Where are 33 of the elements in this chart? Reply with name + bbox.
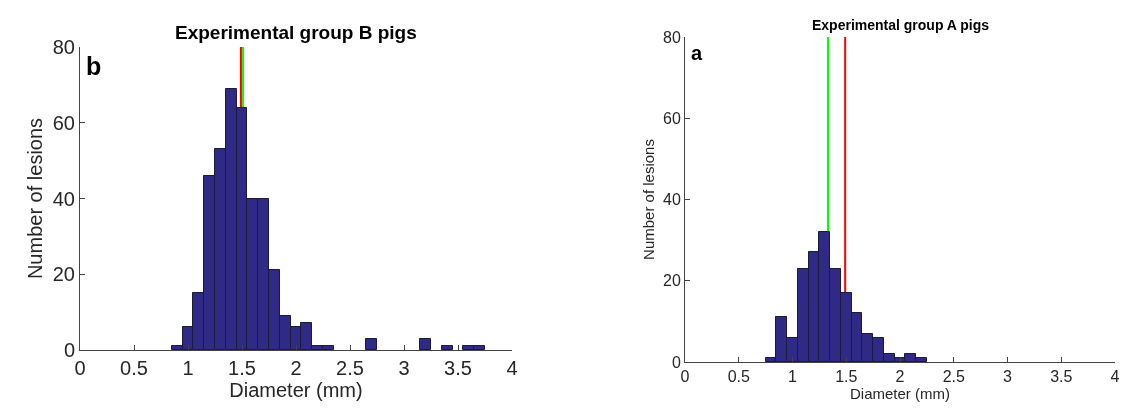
x-tick-label: 1.5 <box>835 368 858 386</box>
x-tick-label: 1 <box>788 368 798 386</box>
x-tick-label: 3 <box>398 357 410 379</box>
x-tick-label: 0.5 <box>727 368 750 386</box>
annotation: a <box>691 42 703 64</box>
y-tick-label: 60 <box>663 109 681 127</box>
y-tick-label: 40 <box>52 187 75 210</box>
x-tick-label: 1 <box>182 357 194 379</box>
y-tick-label: 20 <box>663 272 681 290</box>
y-tick-label: 80 <box>52 36 75 58</box>
x-tick-label: 2 <box>290 357 302 379</box>
x-tick-label: 2.5 <box>336 357 364 379</box>
x-tick-label: 2 <box>895 368 905 386</box>
x-tick-label: 3 <box>1003 368 1013 386</box>
y-tick-label: 40 <box>663 191 681 209</box>
chart-title: Experimental group A pigs <box>812 17 990 33</box>
y-tick-label: 60 <box>52 111 75 134</box>
chart-title: Experimental group B pigs <box>175 22 417 43</box>
x-axis-title: Diameter (mm) <box>229 379 363 401</box>
x-tick-label: 2.5 <box>942 368 965 386</box>
x-tick-label: 1.5 <box>228 357 256 379</box>
x-tick-label: 4 <box>1110 368 1120 386</box>
annotation: b <box>86 52 102 80</box>
y-axis-title: Number of lesions <box>640 139 658 260</box>
y-tick-label: 0 <box>63 339 75 361</box>
y-tick-label: 80 <box>663 28 681 46</box>
y-axis-title: Number of lesions <box>24 117 47 280</box>
x-tick-label: 0.5 <box>120 357 148 379</box>
x-axis-title: Diameter (mm) <box>850 385 950 403</box>
y-tick-label: 20 <box>52 263 75 286</box>
x-tick-label: 4 <box>506 357 518 379</box>
x-tick-label: 3.5 <box>444 357 472 379</box>
x-tick-label: 3.5 <box>1050 368 1073 386</box>
